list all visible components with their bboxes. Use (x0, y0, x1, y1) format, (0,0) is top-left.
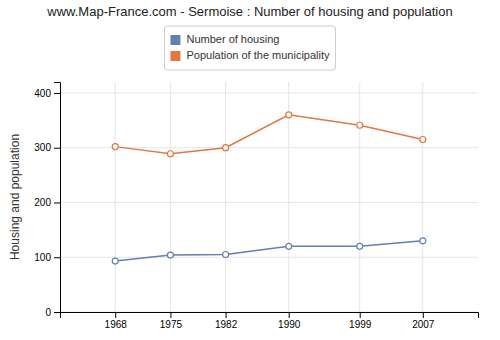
x-grid-line (225, 82, 226, 312)
y-axis: 0 100 200 300 400 (34, 83, 60, 318)
x-tick-label: 1999 (349, 319, 372, 330)
x-tick: 2007 (412, 312, 435, 330)
legend-swatch (170, 51, 180, 61)
point (357, 122, 363, 128)
x-grid-line (359, 82, 360, 312)
x-tick: 1990 (278, 312, 301, 330)
x-tick-mark (360, 312, 361, 318)
grid (60, 82, 478, 312)
point (420, 238, 426, 244)
series-line (115, 115, 423, 154)
y-tick: 400 (34, 88, 60, 99)
y-axis-title: Housing and population (8, 134, 22, 260)
point (286, 112, 292, 118)
point (167, 252, 173, 258)
x-tick-label: 2007 (412, 319, 435, 330)
legend-label: Population of the municipality (186, 49, 330, 61)
x-grid-line (422, 82, 423, 312)
x-axis: 1968 1975 1982 1990 1999 2007 (61, 312, 479, 330)
y-grid-line (60, 202, 478, 203)
point (357, 243, 363, 249)
y-tick-mark (54, 257, 60, 258)
title: www.Map-France.com - Sermoise : Number o… (46, 4, 452, 19)
y-axis-line (54, 83, 61, 313)
x-tick: 1968 (105, 312, 128, 330)
y-grid-line (60, 257, 478, 258)
point (223, 252, 229, 258)
y-tick: 300 (34, 142, 60, 153)
point (112, 144, 118, 150)
y-tick-mark (54, 312, 60, 313)
y-tick-label: 400 (34, 88, 51, 99)
point (167, 151, 173, 157)
x-tick-mark (170, 312, 171, 318)
series (112, 112, 426, 157)
x-tick-label: 1990 (278, 319, 301, 330)
y-tick-label: 100 (34, 252, 51, 263)
y-tick-label: 300 (34, 142, 51, 153)
x-tick-mark (115, 312, 116, 318)
legend: Number of housing Population of the munic… (164, 26, 335, 70)
x-tick-label: 1975 (160, 319, 183, 330)
y-tick: 100 (34, 252, 60, 263)
point (420, 137, 426, 143)
x-tick-mark (423, 312, 424, 318)
plot-area (112, 112, 426, 264)
legend-frame (164, 26, 335, 70)
x-tick: 1975 (160, 312, 183, 330)
x-tick: 1982 (215, 312, 238, 330)
point (286, 243, 292, 249)
x-grid-line (115, 82, 116, 312)
y-tick-mark (54, 148, 60, 149)
x-tick-mark (226, 312, 227, 318)
x-tick-mark (289, 312, 290, 318)
legend-item: Population of the municipality (170, 49, 330, 61)
y-tick: 200 (34, 197, 60, 208)
series (112, 238, 426, 264)
point (112, 258, 118, 264)
x-tick-label: 1968 (105, 319, 128, 330)
y-tick: 0 (45, 307, 60, 318)
y-grid-line (60, 92, 478, 93)
legend-label: Number of housing (186, 33, 279, 45)
point (223, 145, 229, 151)
series-line (115, 241, 423, 261)
x-grid-line (170, 82, 171, 312)
y-tick-label: 0 (45, 307, 51, 318)
legend-item: Number of housing (170, 33, 279, 45)
legend-swatch (170, 35, 180, 45)
y-tick-label: 200 (34, 197, 51, 208)
y-tick-mark (54, 202, 60, 203)
y-tick-mark (54, 93, 60, 94)
x-axis-line (61, 313, 479, 319)
chart: 1968 1975 1982 1990 1999 2007 0 100 200 300 400 Hou… (0, 0, 500, 340)
x-tick-label: 1982 (215, 319, 238, 330)
x-tick: 1999 (349, 312, 372, 330)
